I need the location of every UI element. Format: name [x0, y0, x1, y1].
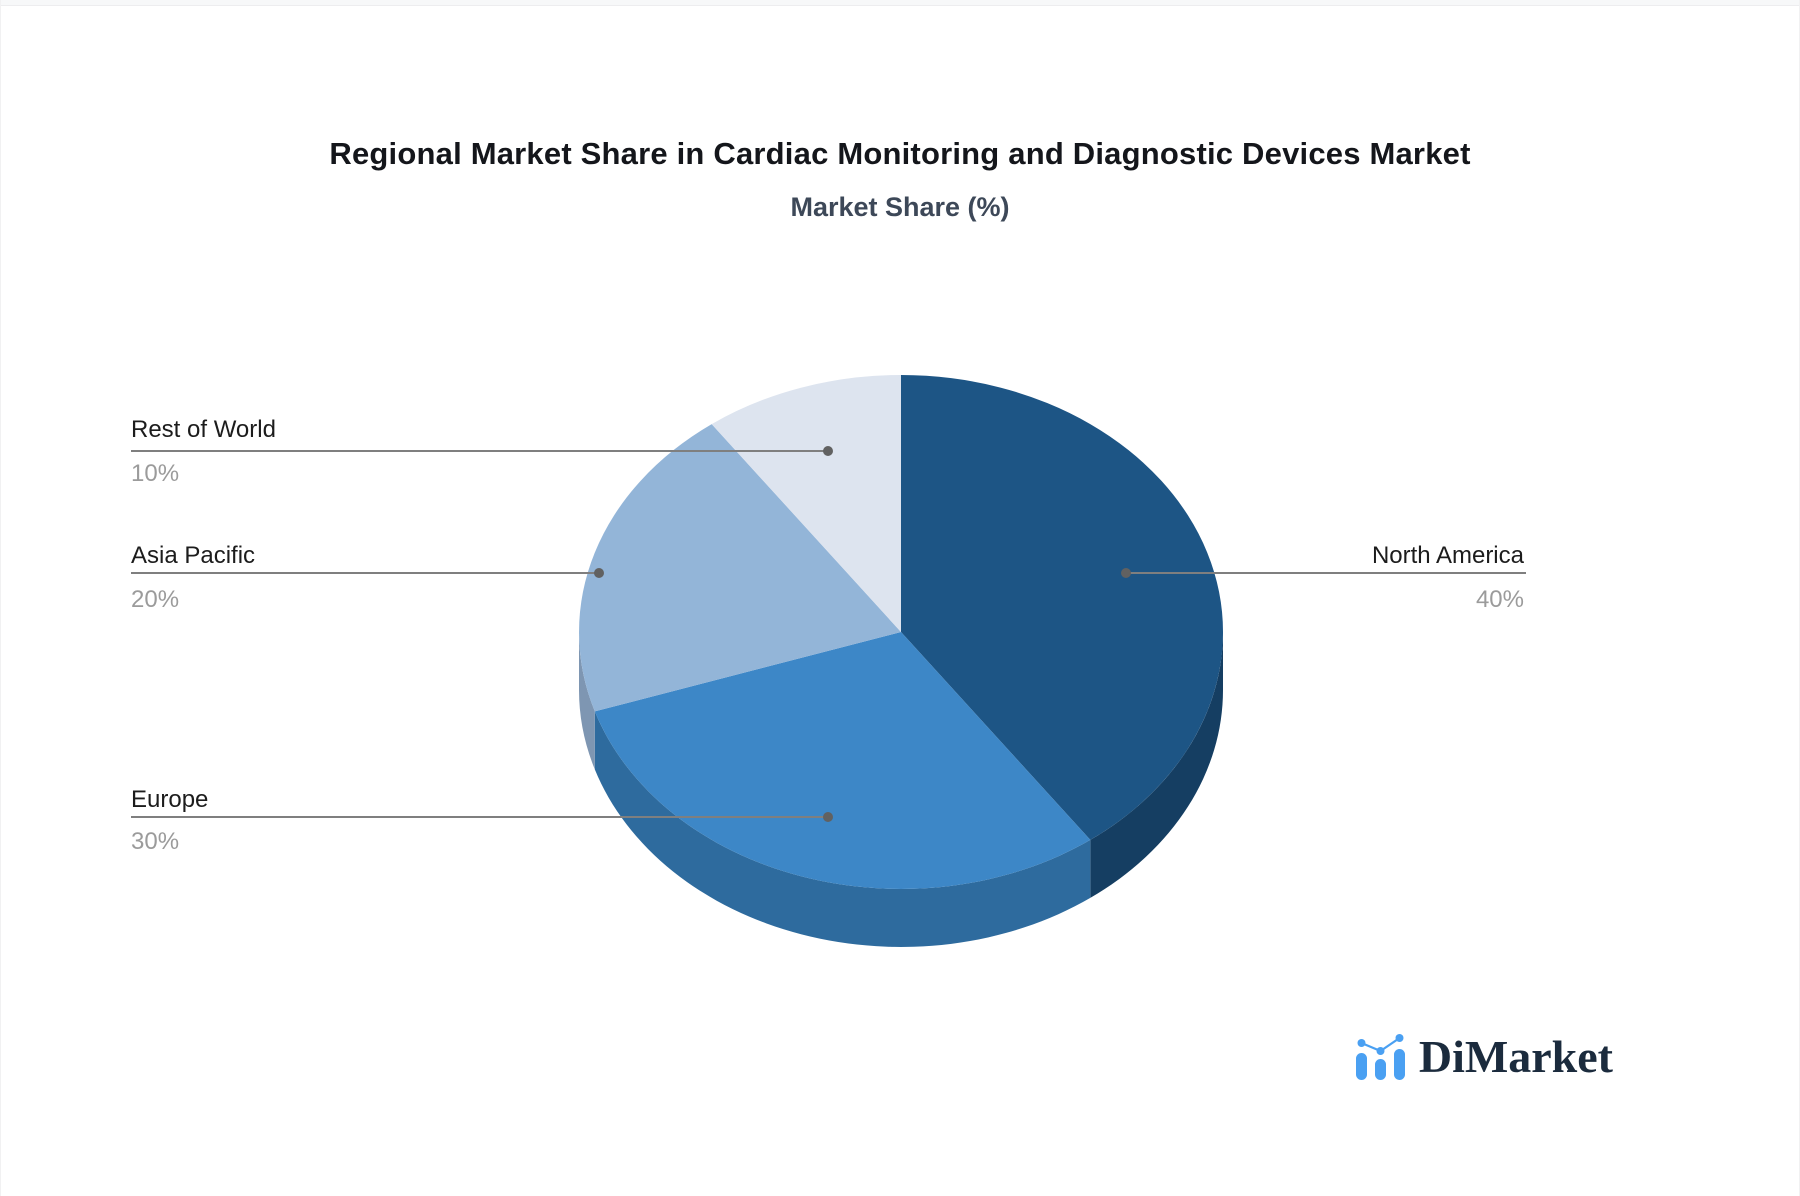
- leader-line-north-america: [1129, 572, 1526, 574]
- callout-label-europe: Europe: [131, 786, 209, 813]
- pie-slice-asia-pacific: [579, 424, 901, 712]
- pie-slice-side-europe: [594, 711, 1091, 947]
- page-title: Regional Market Share in Cardiac Monitor…: [329, 136, 1471, 171]
- pie-slice-north-america: [901, 375, 1224, 840]
- bar-line-chart-icon: [1355, 1034, 1405, 1080]
- top-strip: [1, 0, 1799, 6]
- callout-value-europe: 30%: [131, 828, 180, 855]
- leader-dot-europe: [823, 812, 833, 822]
- logo: DiMarket: [1355, 1031, 1613, 1082]
- callout-label-asia-pacific: Asia Pacific: [131, 542, 256, 569]
- callout-label-rest-of-world: Rest of World: [131, 416, 276, 443]
- callout-value-asia-pacific: 20%: [131, 586, 180, 613]
- pie-slice-side-north-america: [1090, 632, 1223, 898]
- leader-line-rest-of-world: [131, 450, 829, 452]
- chart-subtitle: Market Share (%): [790, 192, 1010, 222]
- logo-text: DiMarket: [1418, 1031, 1613, 1082]
- leader-dot-asia-pacific: [594, 568, 604, 578]
- leader-dot-rest-of-world: [823, 446, 833, 456]
- leader-line-asia-pacific: [131, 572, 599, 574]
- pie-slice-side-asia-pacific: [579, 632, 595, 770]
- callout-value-rest-of-world: 10%: [131, 460, 180, 487]
- pie-slice-europe: [594, 632, 1091, 889]
- callout-value-north-america: 40%: [1475, 586, 1524, 613]
- leader-line-europe: [131, 816, 829, 818]
- pie-slice-rest-of-world: [711, 375, 901, 632]
- leader-dot-north-america: [1121, 568, 1131, 578]
- callout-label-north-america: North America: [1371, 542, 1524, 569]
